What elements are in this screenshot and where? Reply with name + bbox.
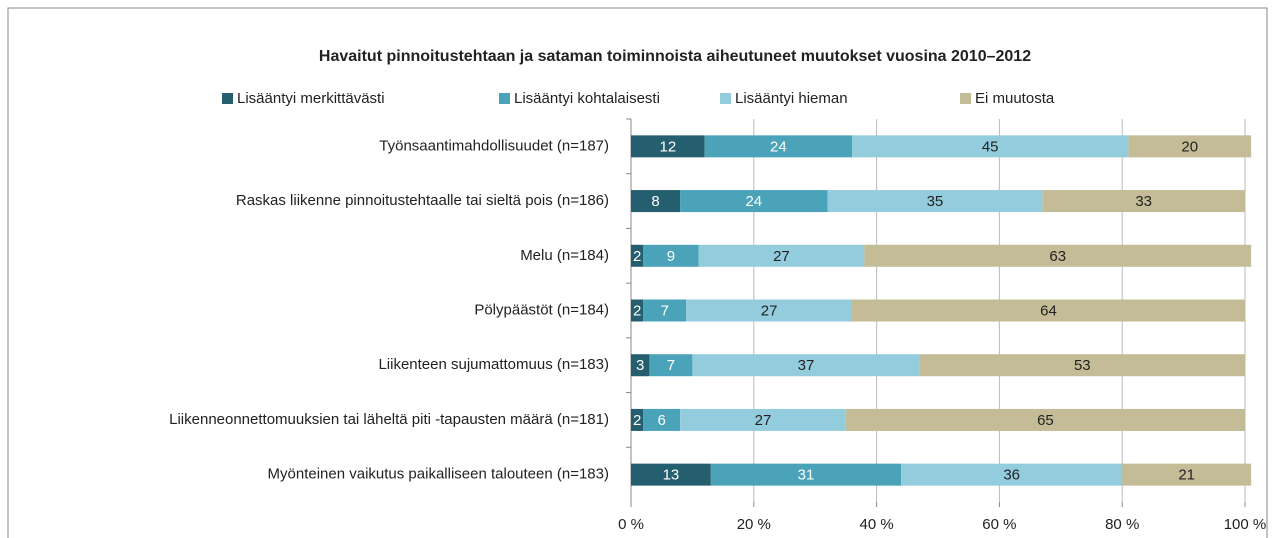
y-tick-label: Raskas liikenne pinnoitustehtaalle tai s… xyxy=(236,192,609,209)
legend-swatch xyxy=(222,93,233,104)
data-label: 7 xyxy=(661,302,669,319)
bar-segment xyxy=(631,408,644,431)
data-label: 9 xyxy=(667,248,675,265)
data-label: 6 xyxy=(658,412,666,429)
data-label: 3 xyxy=(636,357,644,374)
data-label: 2 xyxy=(633,412,641,429)
bar-segment xyxy=(919,354,1245,377)
x-tick-label: 40 % xyxy=(859,516,893,533)
data-label: 20 xyxy=(1181,138,1198,155)
data-label: 45 xyxy=(982,138,999,155)
data-label: 27 xyxy=(761,302,778,319)
data-label: 63 xyxy=(1049,248,1066,265)
chart-frame xyxy=(7,7,1268,538)
legend-label: Lisääntyi hieman xyxy=(735,90,848,107)
legend-label: Ei muutosta xyxy=(975,90,1055,107)
bar-segment xyxy=(864,244,1252,267)
data-label: 35 xyxy=(927,193,944,210)
bar-segment xyxy=(845,408,1245,431)
bar-segment xyxy=(686,299,853,322)
y-tick-label: Pölypäästöt (n=184) xyxy=(474,301,609,318)
bar-segment xyxy=(631,244,644,267)
bar-segment xyxy=(631,135,705,158)
data-label: 24 xyxy=(770,138,787,155)
data-label: 33 xyxy=(1135,193,1152,210)
bar-segment xyxy=(827,190,1043,213)
y-tick-label: Työnsaantimahdollisuudet (n=187) xyxy=(379,137,609,154)
data-label: 13 xyxy=(663,467,680,484)
data-label: 31 xyxy=(798,467,815,484)
data-label: 8 xyxy=(651,193,659,210)
x-tick-label: 20 % xyxy=(737,516,771,533)
bar-segment xyxy=(698,244,865,267)
bar-segment xyxy=(1042,190,1245,213)
data-label: 21 xyxy=(1178,467,1195,484)
data-label: 2 xyxy=(633,302,641,319)
data-label: 12 xyxy=(659,138,676,155)
x-tick-label: 60 % xyxy=(982,516,1016,533)
data-label: 27 xyxy=(755,412,772,429)
legend-label: Lisääntyi kohtalaisesti xyxy=(514,90,660,107)
data-label: 65 xyxy=(1037,412,1054,429)
legend-label: Lisääntyi merkittävästi xyxy=(237,90,385,107)
bar-segment xyxy=(643,408,681,431)
bar-segment xyxy=(643,244,699,267)
bar-segment xyxy=(680,190,828,213)
data-label: 27 xyxy=(773,248,790,265)
data-label: 2 xyxy=(633,248,641,265)
y-tick-label: Melu (n=184) xyxy=(520,247,609,264)
bar-segment xyxy=(631,299,644,322)
bar-segment xyxy=(692,354,920,377)
legend-swatch xyxy=(960,93,971,104)
data-label: 64 xyxy=(1040,302,1057,319)
bar-segment xyxy=(852,135,1129,158)
bar-segment xyxy=(631,463,711,486)
legend-swatch xyxy=(720,93,731,104)
bar-segment xyxy=(649,354,693,377)
bar-segment xyxy=(710,463,902,486)
x-tick-label: 100 % xyxy=(1224,516,1267,533)
legend-swatch xyxy=(499,93,510,104)
bar-segment xyxy=(852,299,1245,322)
y-tick-label: Liikenteen sujumattomuus (n=183) xyxy=(378,356,609,373)
chart-title: Havaitut pinnoitustehtaan ja sataman toi… xyxy=(319,48,1031,65)
bar-segment xyxy=(643,299,687,322)
y-tick-label: Liikenneonnettomuuksien tai läheltä piti… xyxy=(169,411,609,428)
data-label: 37 xyxy=(798,357,815,374)
data-label: 24 xyxy=(745,193,762,210)
bar-segment xyxy=(680,408,846,431)
data-label: 36 xyxy=(1003,467,1020,484)
data-label: 53 xyxy=(1074,357,1091,374)
data-label: 7 xyxy=(667,357,675,374)
bar-segment xyxy=(631,190,681,213)
bar-segment xyxy=(704,135,853,158)
bar-segment xyxy=(1128,135,1252,158)
y-tick-label: Myönteinen vaikutus paikalliseen taloute… xyxy=(268,466,609,483)
bar-segment xyxy=(1122,463,1252,486)
bar-segment xyxy=(901,463,1123,486)
bar-segment xyxy=(631,354,650,377)
x-tick-label: 0 % xyxy=(618,516,644,533)
x-tick-label: 80 % xyxy=(1105,516,1139,533)
